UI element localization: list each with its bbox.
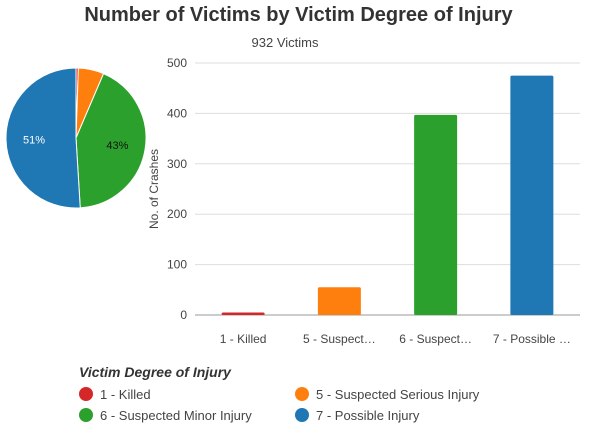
legend-item-serious[interactable]: 5 - Suspected Serious Injury [295,385,555,403]
bar-1-killed[interactable] [221,312,265,315]
x-tick-label-7-possible: 7 - Possible … [493,332,571,346]
legend-item-killed[interactable]: 1 - Killed [79,385,295,403]
y-tick-label-300: 300 [167,157,187,171]
pie-chart: 43% 51% [5,67,147,209]
legend-swatch-serious [295,387,309,401]
legend-swatch-minor [79,408,93,422]
pie-label-6-suspected-minor-injury: 43% [106,140,128,152]
legend-item-minor[interactable]: 6 - Suspected Minor Injury [79,406,295,424]
y-tick-label-500: 500 [167,56,187,70]
legend-label-serious: 5 - Suspected Serious Injury [316,386,480,402]
legend-label-killed: 1 - Killed [100,386,151,402]
x-tick-label-6-suspect: 6 - Suspect… [399,332,472,346]
legend: Victim Degree of Injury 1 - Killed 5 - S… [79,364,579,424]
y-axis-label: No. of Crashes [147,149,161,229]
y-tick-label-200: 200 [167,207,187,221]
pie-label-7-possible-injury: 51% [23,134,45,146]
legend-item-possible[interactable]: 7 - Possible Injury [295,406,555,424]
legend-title: Victim Degree of Injury [79,364,231,380]
bar-6-suspect[interactable] [414,114,458,315]
y-tick-label-0: 0 [180,308,187,322]
bar-7-possible[interactable] [510,75,554,315]
legend-swatch-possible [295,408,309,422]
x-tick-label-5-suspect: 5 - Suspect… [303,332,376,346]
legend-items: 1 - Killed 5 - Suspected Serious Injury … [79,385,579,424]
legend-label-minor: 6 - Suspected Minor Injury [100,407,252,423]
chart-title: Number of Victims by Victim Degree of In… [84,4,513,26]
pie-slice-7-possible-injury[interactable] [5,67,81,209]
bar-5-suspect[interactable] [317,287,361,315]
chart-subtitle: 932 Victims [251,35,319,50]
x-tick-label-1-killed: 1 - Killed [220,332,267,346]
legend-swatch-killed [79,387,93,401]
y-tick-label-100: 100 [167,258,187,272]
legend-label-possible: 7 - Possible Injury [316,407,420,423]
y-tick-label-400: 400 [167,106,187,120]
pie-slice-6-suspected-minor-injury[interactable] [75,72,147,209]
bar-chart: 0 100 200 300 400 500 No. of Crashes 1 - Killed… [147,56,580,346]
